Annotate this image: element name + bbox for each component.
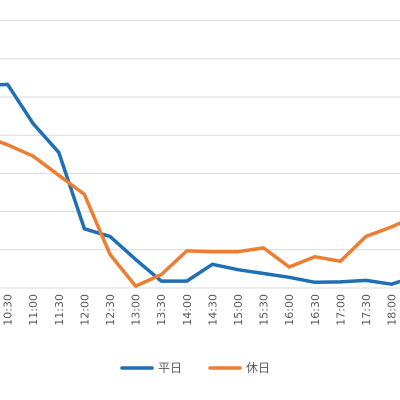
series-line-0 xyxy=(0,82,400,286)
legend-label-0: 平日 xyxy=(158,361,182,375)
x-tick-label: 12:00 xyxy=(78,294,91,326)
x-axis-tick-labels: 10:30 11:00 11:30 12:00 12:30 13:00 13:30 14:00… xyxy=(2,294,399,326)
series-line-1 xyxy=(0,140,400,288)
x-tick-label: 14:00 xyxy=(181,294,194,326)
legend: 平日 休日 xyxy=(120,361,270,375)
x-tick-label: 17:30 xyxy=(360,294,373,326)
x-tick-label: 17:00 xyxy=(334,294,347,326)
x-tick-label: 16:00 xyxy=(283,294,296,326)
x-tick-label: 15:00 xyxy=(232,294,245,326)
series-lines xyxy=(0,82,400,288)
x-tick-label: 13:00 xyxy=(130,294,143,326)
legend-label-1: 休日 xyxy=(246,361,270,375)
x-tick-label: 12:30 xyxy=(104,294,117,326)
x-tick-label: 14:30 xyxy=(206,294,219,326)
x-tick-label: 18:00 xyxy=(386,294,399,326)
x-tick-label: 11:30 xyxy=(53,294,66,326)
x-tick-label: 15:30 xyxy=(258,294,271,326)
x-tick-label: 11:00 xyxy=(27,294,40,326)
x-tick-label: 16:30 xyxy=(309,294,322,326)
x-tick-label: 13:30 xyxy=(155,294,168,326)
x-tick-label: 10:30 xyxy=(2,294,15,326)
